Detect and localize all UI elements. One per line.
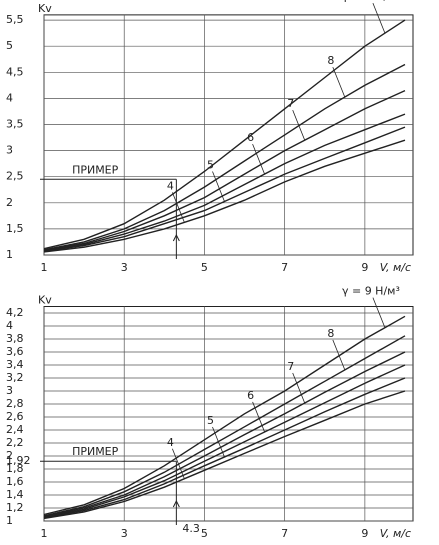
y-tick-label: 5,5 [6,13,24,26]
curve-leader [172,192,185,223]
example-arrow [172,233,180,242]
y-tick-label: 2,4 [6,423,24,436]
example-y-value: 1,92 [6,454,31,467]
curve-leader [252,143,265,175]
curve-leader [332,66,346,98]
x-axis-label: V, м/с [380,261,411,274]
x-tick-label: 7 [281,261,288,274]
curve-label: γ = 9 Н/м³ [342,0,400,3]
curve [43,139,406,253]
curve [43,89,406,251]
y-tick-label: 3,2 [6,371,24,384]
curve-leader [372,297,386,328]
curve-label: 4 [167,436,174,449]
example-label: ПРИМЕР [72,445,119,458]
x-axis-label: V, м/с [380,527,411,540]
x-tick-label: 5 [201,527,208,540]
y-tick-label: 3,8 [6,332,24,345]
curve-leader [172,448,185,479]
curve-label: 5 [207,414,214,427]
curve-leader [212,171,225,202]
y-tick-label: 2 [6,449,13,462]
curve [43,390,406,520]
x-tick-label: 1 [41,261,48,274]
curve [43,315,406,516]
y-tick-label: 4 [6,319,13,332]
curve-label: 8 [327,54,334,67]
curve-label: 8 [327,327,334,340]
curve [43,126,406,252]
y-tick-label: 3,4 [6,358,24,371]
example-arrow [172,499,180,508]
y-tick-label: 1,2 [6,501,24,514]
y-tick-label: 2,8 [6,397,24,410]
curve-leader [252,401,265,433]
y-tick-label: 1 [6,248,13,261]
example-label: ПРИМЕР [72,163,119,176]
curve-leader [372,3,386,34]
curve-label: 7 [287,360,294,373]
y-axis-label: Kv [38,2,52,15]
curve [43,19,406,250]
y-tick-label: 1,8 [6,462,24,475]
curve-label: 5 [207,158,214,171]
x-tick-label: 5 [201,261,208,274]
curve-leader [292,372,306,404]
y-tick-label: 1,6 [6,475,24,488]
curve [43,364,406,518]
y-tick-label: 2,2 [6,436,24,449]
curve-leader [292,110,306,141]
curve [43,335,406,517]
y-tick-label: 3,5 [6,118,24,131]
x-tick-label: 7 [281,527,288,540]
y-tick-label: 2,5 [6,170,24,183]
y-tick-label: 2,6 [6,410,24,423]
curve-label: γ = 9 Н/м³ [342,285,400,298]
y-tick-label: 3 [6,384,13,397]
curve-label: 7 [287,97,294,110]
curve-leader [332,339,346,371]
x-tick-label: 9 [361,527,368,540]
curve [43,351,406,518]
curve [43,113,406,252]
y-tick-label: 1,5 [6,222,24,235]
curve-label: 6 [247,131,254,144]
y-tick-label: 4,5 [6,65,24,78]
curve-label: 4 [167,179,174,192]
example-x-value: 4.3 [182,522,200,535]
y-axis-label: Kv [38,294,52,307]
y-tick-label: 2 [6,196,13,209]
y-tick-label: 4,2 [6,306,24,319]
curve-leader [212,426,225,458]
y-tick-label: 3,6 [6,345,24,358]
x-tick-label: 1 [41,527,48,540]
y-tick-label: 4 [6,91,13,104]
x-tick-label: 3 [121,527,128,540]
y-tick-label: 5 [6,39,13,52]
curve-label: 6 [247,389,254,402]
curve [43,377,406,519]
plot-frame [43,14,414,256]
y-tick-label: 1,4 [6,488,24,501]
x-tick-label: 9 [361,261,368,274]
y-tick-label: 1 [6,514,13,527]
x-tick-label: 3 [121,261,128,274]
y-tick-label: 3 [6,144,13,157]
